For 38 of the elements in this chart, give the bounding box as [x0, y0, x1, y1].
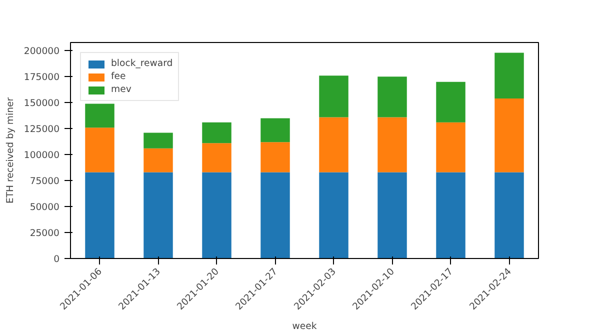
bar: [494, 52, 524, 98]
bar: [85, 128, 114, 172]
bar: [319, 172, 348, 258]
bar: [378, 172, 407, 258]
bar: [144, 132, 173, 148]
y-tick-label: 175000: [24, 72, 60, 84]
bar: [202, 143, 232, 172]
y-tick-label: 200000: [24, 46, 60, 58]
x-axis-title: week: [292, 320, 318, 332]
bar: [260, 118, 290, 142]
y-tick-label: 100000: [24, 150, 60, 162]
bar: [378, 76, 407, 118]
bar: [202, 122, 232, 144]
bar: [494, 172, 524, 258]
bar: [144, 172, 173, 258]
bar: [202, 172, 232, 258]
y-tick-label: 150000: [24, 98, 60, 110]
legend-label: fee: [111, 71, 127, 82]
y-tick-label: 0: [54, 254, 60, 265]
y-tick-label: 125000: [24, 124, 60, 136]
bar: [260, 142, 290, 172]
bar: [436, 172, 466, 258]
legend-label: block_reward: [111, 58, 173, 69]
bar: [436, 82, 466, 122]
y-tick-label: 25000: [30, 228, 60, 240]
y-axis-title: ETH received by miner: [4, 97, 16, 204]
bar: [85, 104, 114, 128]
bar: [494, 98, 524, 172]
bar: [260, 172, 290, 258]
bar: [378, 117, 407, 172]
legend-label: mev: [111, 84, 132, 95]
y-tick-label: 75000: [30, 176, 60, 188]
bar: [436, 122, 466, 172]
bar: [319, 76, 348, 118]
bar: [144, 148, 173, 172]
bar: [85, 172, 114, 258]
y-tick-label: 50000: [30, 202, 60, 214]
bar: [319, 117, 348, 172]
